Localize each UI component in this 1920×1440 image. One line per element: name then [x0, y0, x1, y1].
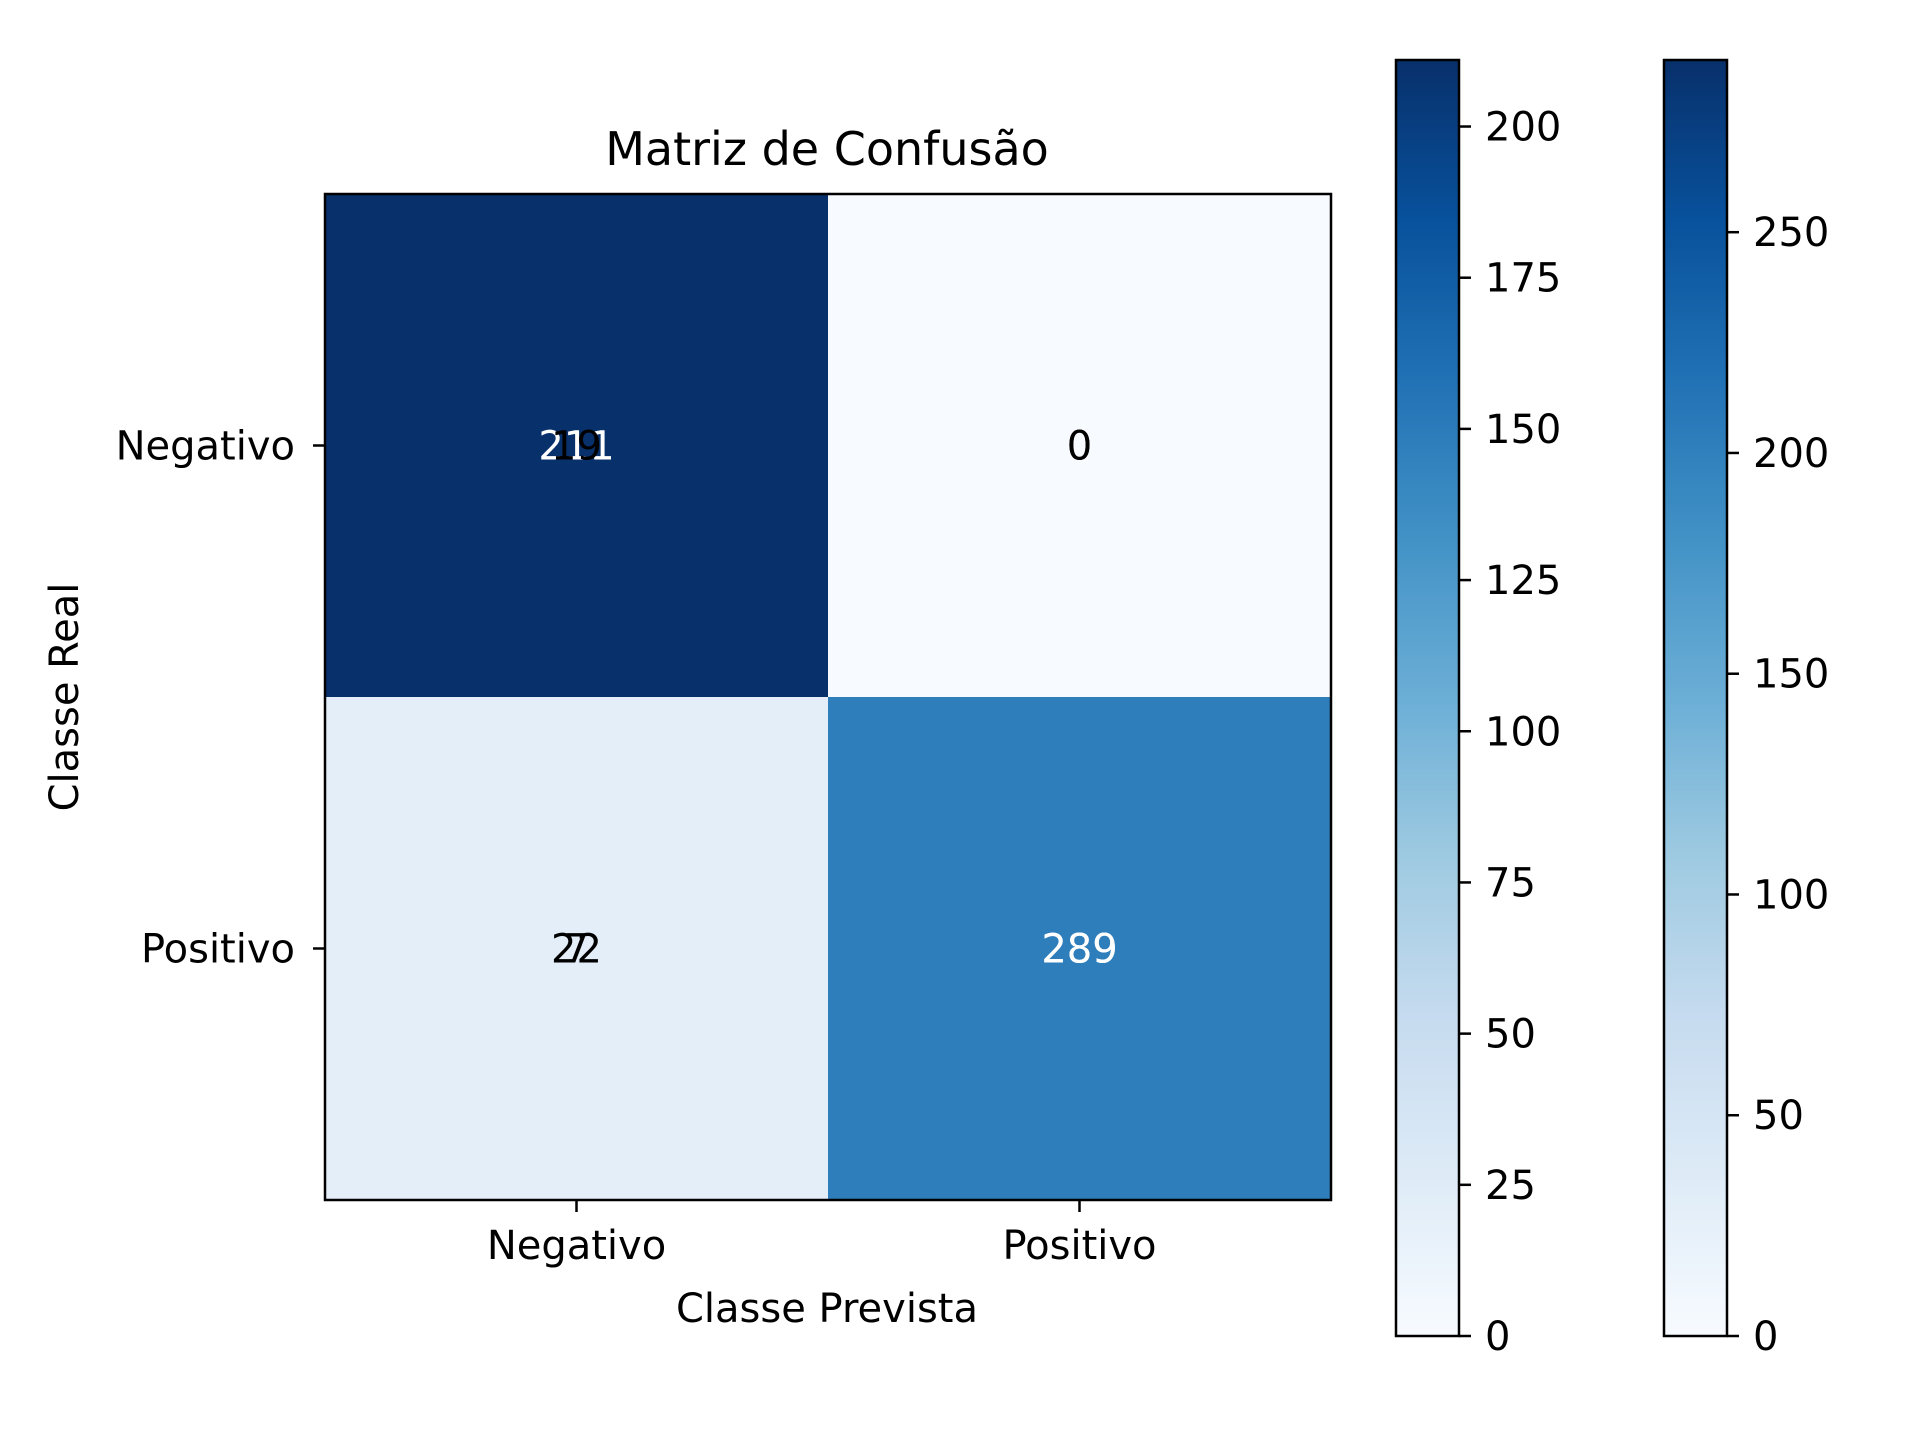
colorbar-gradient: [1396, 60, 1459, 1336]
colorbar-tick-label: 175: [1485, 256, 1561, 302]
cell-value-layer2-1-1: 289: [1041, 927, 1117, 973]
colorbar-1: 0 25 50 75 100 125 150 175 200: [1394, 58, 1561, 1360]
colorbar-frame: [1394, 58, 1461, 1338]
colorbar-tick-label: 100: [1753, 872, 1829, 918]
colorbar-tick-label: 200: [1485, 105, 1561, 151]
colorbar-tick-label: 75: [1485, 860, 1536, 906]
cell-value-layer1-0-1: 0: [1067, 424, 1092, 470]
heatmap-cell-0-1: [828, 194, 1332, 698]
y-axis-label: Classe Real: [42, 583, 88, 812]
cell-value-layer1-1-1: 289: [1041, 927, 1117, 973]
heatmap-cells: [325, 194, 1332, 1201]
colorbar-tick-label: 0: [1753, 1314, 1778, 1360]
colorbar-tick-label: 150: [1753, 652, 1829, 698]
x-tick-label: Negativo: [487, 1223, 666, 1269]
y-tick-label: Positivo: [141, 927, 295, 973]
colorbars: 0 25 50 75 100 125 150 175 200 0 50 100 150 200 250: [1394, 58, 1829, 1360]
colorbar-tick-label: 25: [1485, 1163, 1536, 1209]
plot-frame: [323, 192, 1333, 1202]
y-axis: Negativo Positivo: [116, 424, 325, 973]
chart-title: Matriz de Confusão: [605, 122, 1049, 176]
colorbar-tick-label: 250: [1753, 210, 1829, 256]
cell-value-layer2-0-1: 0: [1067, 424, 1092, 470]
colorbar-tick-label: 0: [1485, 1314, 1510, 1360]
colorbar-tick-label: 100: [1485, 709, 1561, 755]
colorbar-tick-label: 50: [1485, 1012, 1536, 1058]
cell-value-layer1-0-0: 211: [538, 424, 614, 470]
cell-value-layer1-1-0: 22: [551, 927, 602, 973]
x-axis-label: Classe Prevista: [676, 1286, 978, 1332]
colorbar-2: 0 50 100 150 200 250: [1662, 58, 1829, 1360]
heatmap-cell-1-1: [828, 697, 1332, 1201]
colorbar-tick-label: 150: [1485, 407, 1561, 453]
colorbar-tick-label: 200: [1753, 431, 1829, 477]
colorbar-tick-label: 125: [1485, 558, 1561, 604]
heatmap-cell-1-0: [325, 697, 829, 1201]
x-axis: Negativo Positivo: [487, 1200, 1157, 1269]
x-tick-label: Positivo: [1002, 1223, 1156, 1269]
y-tick-label: Negativo: [116, 424, 295, 470]
cell-value-layer2-0-0: 19: [551, 424, 602, 470]
cell-value-layer2-1-0: 7: [564, 927, 589, 973]
colorbar-tick-label: 50: [1753, 1093, 1804, 1139]
heatmap-cell-0-0: [325, 194, 829, 698]
colorbar-gradient: [1664, 60, 1727, 1336]
colorbar-frame: [1662, 58, 1729, 1338]
